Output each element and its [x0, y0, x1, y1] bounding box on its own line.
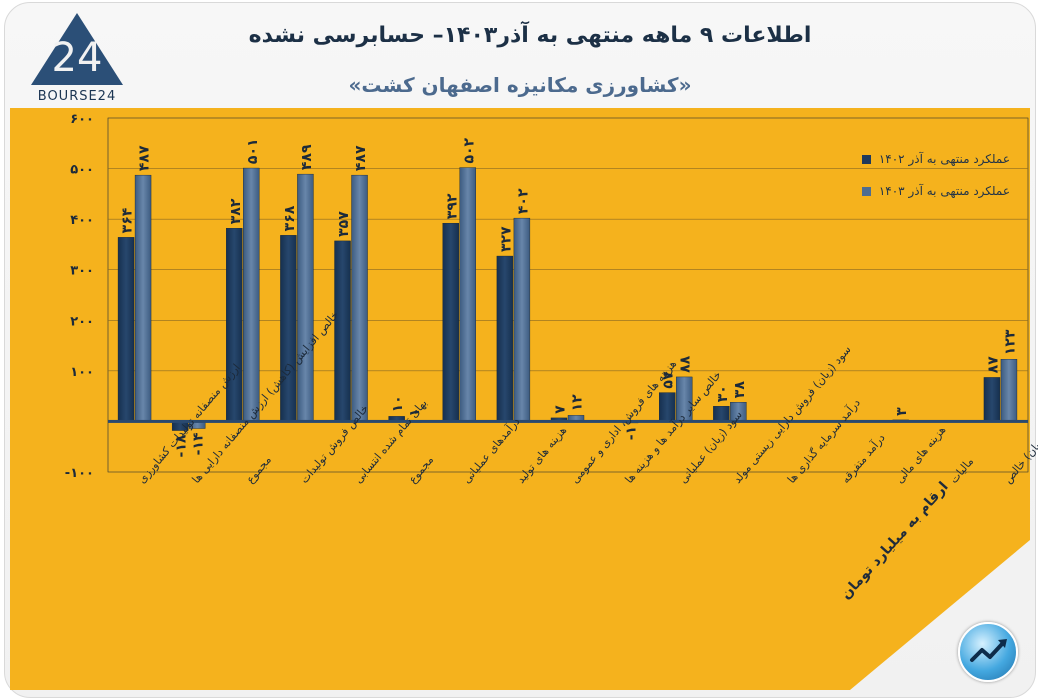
bar-series-2 [297, 173, 314, 422]
data-label: ۱ [407, 408, 423, 417]
data-label: ۳۲۷ [498, 226, 514, 252]
data-label: ۳۵۷ [336, 211, 352, 237]
legend-item-series-2: عملکرد منتهی به آذر ۱۴۰۳ [780, 184, 1010, 198]
bourse24-logo: 24 BOURSE24 [27, 9, 127, 105]
bar-series-2 [351, 174, 368, 422]
svg-text:24: 24 [52, 35, 103, 81]
data-label: ۳ [894, 407, 910, 416]
bar-series-2 [1000, 359, 1018, 422]
data-label: ۱۲ [570, 394, 586, 412]
data-label: ۴۸۹ [299, 144, 315, 170]
bar-series-2 [513, 217, 531, 422]
data-label: ۳۸۲ [228, 198, 244, 224]
bar-series-1 [226, 228, 243, 422]
data-label: ۴۰۲ [515, 188, 531, 214]
bar-series-1 [496, 255, 514, 422]
y-tick-label: ۲۰۰ [70, 314, 94, 329]
legend-swatch-2 [861, 186, 871, 196]
bar-series-2 [134, 174, 152, 422]
plot-area [107, 117, 1029, 473]
legend-item-series-1: عملکرد منتهی به آذر ۱۴۰۲ [780, 152, 1010, 166]
legend-label-1: عملکرد منتهی به آذر ۱۴۰۲ [878, 152, 1010, 166]
bar-series-2 [459, 167, 476, 422]
chart-subtitle: «کشاورزی مکانیزه اصفهان کشت» [348, 73, 692, 97]
bar-series-1 [983, 377, 1001, 422]
data-label: ۵۷ [661, 371, 677, 389]
data-label: ۵۰۱ [245, 138, 261, 164]
data-label: ۳۶۴ [120, 207, 136, 233]
data-label: ۱۲۳ [1002, 329, 1018, 355]
data-label: ۴۸۷ [137, 145, 153, 171]
y-tick-label: ۵۰۰ [70, 163, 94, 178]
legend-swatch-1 [861, 154, 871, 164]
data-label: -۱۸ [174, 434, 190, 457]
y-tick-label: ۳۰۰ [70, 264, 94, 279]
bar-series-1 [117, 237, 135, 422]
data-label: -۱۴ [191, 432, 207, 455]
bourse-chart-badge-icon [958, 622, 1018, 682]
y-tick-label: -۱۰۰ [65, 466, 94, 481]
data-label: ۳۸ [732, 381, 748, 399]
chart-title: اطلاعات ۹ ماهه منتهی به آذر۱۴۰۳– حسابرسی… [248, 23, 812, 48]
data-label: ۵۰۲ [461, 137, 477, 163]
data-label: ۱۰ [390, 395, 406, 412]
zero-axis-line [108, 419, 1028, 423]
data-label: ۸۷ [985, 356, 1001, 374]
y-tick-label: ۶۰۰ [70, 112, 94, 127]
bar-series-1 [280, 235, 297, 422]
logo-text: BOURSE24 [37, 89, 117, 104]
bar-series-1 [334, 240, 351, 422]
y-tick-label: ۴۰۰ [70, 213, 94, 228]
data-label: ۴۸۷ [353, 145, 369, 171]
chart-legend: عملکرد منتهی به آذر ۱۴۰۲ عملکرد منتهی به… [780, 152, 1010, 216]
data-label: -۱ [624, 426, 640, 440]
logo-triangle-icon: 24 [31, 13, 123, 85]
bar-series-1 [442, 222, 459, 422]
y-tick-label: ۱۰۰ [70, 365, 94, 380]
data-label: ۳۹۲ [444, 193, 460, 219]
legend-label-2: عملکرد منتهی به آذر ۱۴۰۳ [878, 184, 1010, 198]
data-label: ۳۶۸ [282, 205, 298, 231]
data-label: ۸۸ [678, 355, 694, 373]
data-label: ۷ [553, 405, 569, 414]
bar-series-2 [243, 167, 260, 422]
data-label: ۳۰ [715, 385, 731, 402]
